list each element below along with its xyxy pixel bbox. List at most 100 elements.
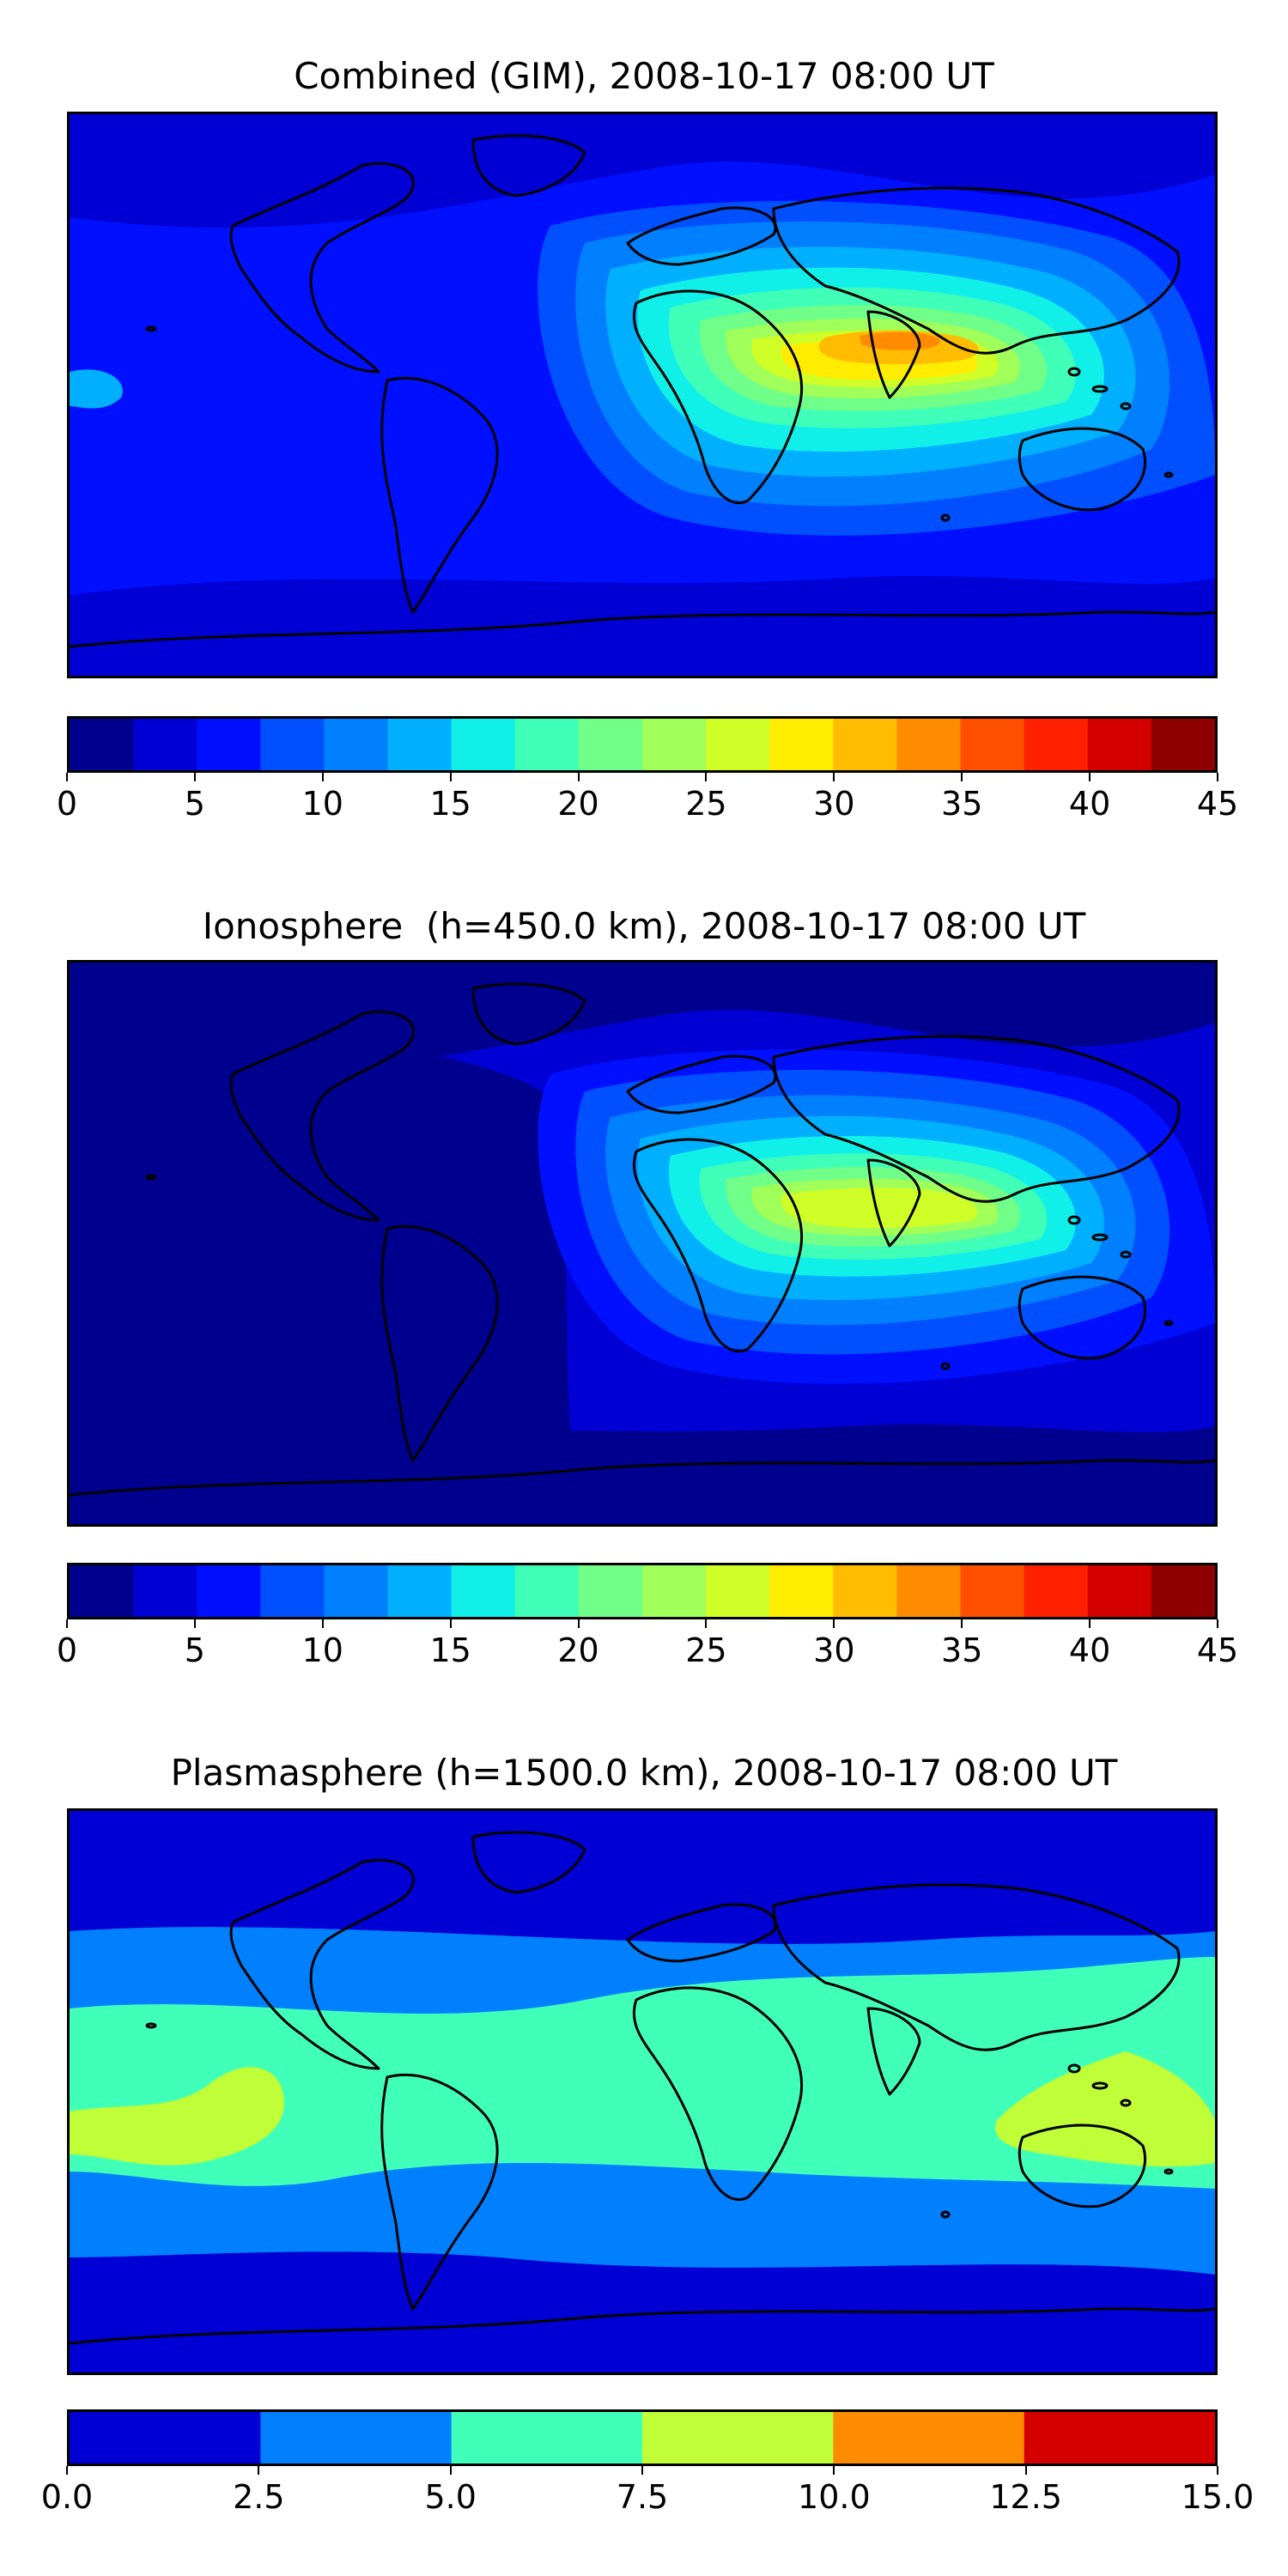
panel-2-title: Ionosphere (h=450.0 km), 2008-10-17 08:0… [202,905,1086,947]
colorbar-tick-label: 30 [813,785,855,823]
island-3 [1120,1250,1132,1259]
colorbar-swatch [514,1565,580,1617]
coastline-2 [380,376,499,614]
panel-2-map-canvas [70,963,1215,1524]
colorbar-tick [449,1619,452,1628]
colorbar-tick [258,2466,260,2475]
colorbar-tick-label: 7.5 [616,2478,669,2516]
coastline-6 [866,2007,921,2096]
colorbar-swatch [1151,1565,1215,1617]
colorbar-swatch [324,1565,389,1617]
colorbar-tick [1217,2466,1218,2475]
colorbar-swatch [70,719,134,770]
colorbar-tick-label: 45 [1196,1631,1239,1669]
coastline-2 [380,2073,499,2311]
colorbar-swatch [70,1565,134,1617]
colorbar-swatch [833,2412,1025,2464]
colorbar-tick [66,2466,68,2475]
coastline-8 [70,2307,1215,2345]
island-5 [145,2022,157,2029]
colorbar-swatch [769,1565,834,1617]
colorbar-tick-label: 0.0 [40,2478,94,2516]
colorbar-tick-label: 45 [1196,785,1239,823]
colorbar-swatch [1087,1565,1152,1617]
contour-region-west-dark [70,1014,585,1524]
colorbar-swatch [260,1565,325,1617]
contour-region-band-north [70,963,1215,1077]
island-2 [1091,385,1109,393]
panel-1-colorbar-ticks: 0 5 10 15 20 25 30 35 40 45 [57,773,1238,824]
colorbar-tick-label: 20 [557,785,599,823]
island-4 [1163,471,1174,478]
panel-2-map [67,960,1218,1527]
colorbar-swatch [642,1565,707,1617]
colorbar-swatch [896,1565,962,1617]
coastline-8 [70,611,1215,648]
colorbar-swatch [133,1565,197,1617]
colorbar-tick [1217,773,1218,781]
colorbar-swatch [960,1565,1025,1617]
colorbar-tick [833,773,835,781]
colorbar-tick [1024,2466,1027,2475]
coastline-5 [772,1035,1181,1203]
colorbar-swatch [706,1565,770,1617]
contour-region-plasma-inner [70,1957,1215,2189]
panel-2-colorbar-ticks: 0 5 10 15 20 25 30 35 40 45 [57,1619,1238,1671]
coastline-3 [626,1903,777,1963]
coastline-3 [626,206,777,266]
island-4 [1163,1320,1174,1327]
colorbar-tick-label: 2.5 [233,2478,285,2516]
colorbar-swatch [451,719,516,770]
colorbar-swatch [514,719,580,770]
coastline-0 [229,161,415,374]
coastline-1 [471,134,586,197]
island-3 [1120,402,1132,410]
colorbar-tick-label: 10.0 [798,2478,871,2516]
colorbar-tick-label: 40 [1068,785,1111,823]
colorbar-swatch [833,719,898,770]
colorbar-swatch [960,719,1025,770]
colorbar-tick [577,1619,580,1628]
colorbar-tick-label: 15 [429,785,471,823]
colorbar-swatch [769,719,834,770]
coastline-6 [866,310,921,399]
coastline-3 [626,1054,777,1115]
colorbar-swatch [642,2412,834,2464]
colorbar-swatch [197,719,261,770]
coastline-2 [380,1224,499,1462]
colorbar-swatch [1024,719,1089,770]
colorbar-swatch [133,719,197,770]
colorbar-swatch [451,1565,516,1617]
colorbar-swatch [260,719,325,770]
colorbar-tick-label: 5.0 [424,2478,477,2516]
colorbar-swatch [896,719,962,770]
colorbar-tick-label: 0 [56,785,78,823]
island-2 [1091,1233,1109,1242]
colorbar-tick [577,773,580,781]
coastline-4 [632,1986,804,2202]
coastline-0 [229,1010,415,1222]
colorbar-swatch [1151,719,1215,770]
contour-region-west-patch [70,369,123,409]
colorbar-swatch [70,2412,261,2464]
colorbar-tick [705,773,708,781]
colorbar-tick-label: 25 [685,785,727,823]
coastline-7 [1018,1275,1147,1360]
island-5 [145,1174,157,1181]
colorbar-tick [193,1619,196,1628]
contour-region-plasma-west [70,2067,284,2166]
colorbar-tick-label: 25 [685,1631,727,1669]
contour-region-band-south [70,1424,1215,1524]
colorbar-swatch [197,1565,261,1617]
panel-1-colorbar-canvas [70,719,1215,770]
coastline-7 [1018,427,1147,512]
coastline-7 [1018,2123,1147,2208]
panel-3-colorbar-canvas [70,2412,1215,2464]
colorbar-swatch [1024,1565,1089,1617]
contour-region-plasma-east [995,2051,1215,2167]
colorbar-tick-label: 0 [56,1631,78,1669]
panel-3-map-canvas [70,1811,1215,2372]
island-3 [1120,2099,1132,2107]
colorbar-tick [1217,1619,1218,1628]
coastline-1 [471,982,586,1046]
